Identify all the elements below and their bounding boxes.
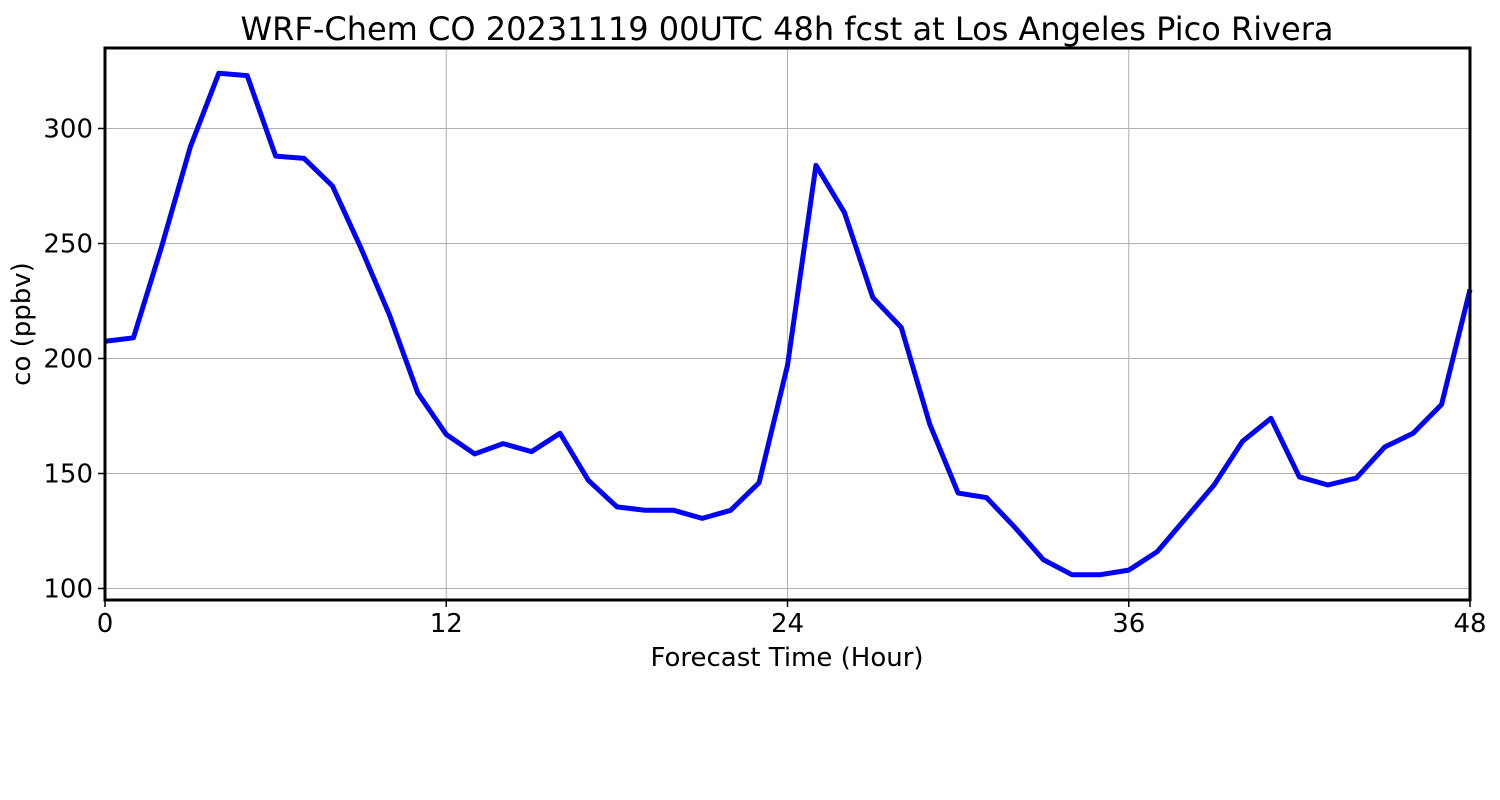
y-tick-label: 250	[43, 230, 93, 260]
y-tick-label: 150	[43, 460, 93, 490]
x-tick-label: 0	[97, 609, 114, 639]
y-tick-label: 300	[43, 115, 93, 145]
grid-lines	[104, 48, 1471, 600]
y-axis-label: co (ppbv)	[7, 262, 37, 386]
chart-title: WRF-Chem CO 20231119 00UTC 48h fcst at L…	[241, 10, 1334, 48]
x-tick-label: 36	[1112, 609, 1145, 639]
y-tick-label: 200	[43, 345, 93, 375]
axis-ticks: 0 12 24 36 48 100 150 200 250 300	[43, 115, 1486, 640]
x-axis-label: Forecast Time (Hour)	[650, 643, 923, 673]
x-tick-label: 48	[1453, 609, 1486, 639]
x-tick-label: 12	[430, 609, 463, 639]
x-tick-label: 24	[771, 609, 804, 639]
y-tick-label: 100	[43, 575, 93, 605]
